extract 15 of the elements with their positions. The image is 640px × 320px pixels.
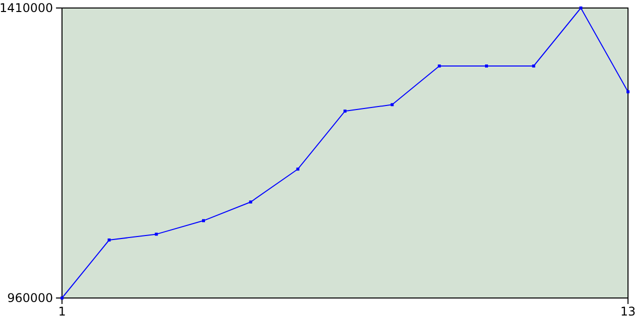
point xyxy=(249,200,252,204)
point xyxy=(626,90,630,94)
x-tick-label: 1 xyxy=(58,304,66,319)
point xyxy=(579,6,582,10)
point xyxy=(202,219,205,222)
point xyxy=(438,64,441,68)
point xyxy=(154,232,158,236)
y-tick-label: 1410000 xyxy=(0,0,53,15)
point xyxy=(108,238,111,242)
x-tick-label: 13 xyxy=(620,304,636,319)
point xyxy=(532,64,536,68)
point xyxy=(296,168,300,171)
point xyxy=(344,110,346,113)
y-tick-label: 960000 xyxy=(7,290,53,305)
point xyxy=(390,103,394,106)
